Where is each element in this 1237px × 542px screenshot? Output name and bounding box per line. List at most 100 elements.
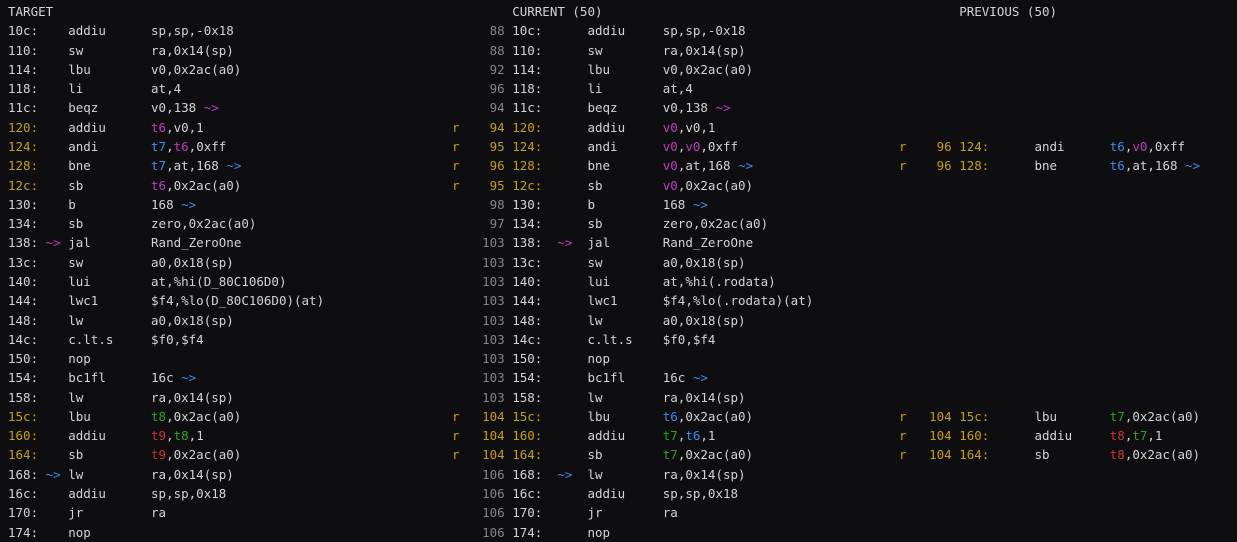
- operand: sp,sp,0x18: [662, 486, 739, 502]
- operand: ,1: [700, 428, 716, 444]
- address: 168:: [512, 466, 543, 482]
- operand: ra: [151, 505, 167, 521]
- asm-line: 170: jr ra: [8, 503, 324, 522]
- pane-header-previous: PREVIOUS (50): [899, 2, 1200, 21]
- operand: ,0x2ac(a0): [677, 447, 754, 463]
- operand: ,: [166, 138, 174, 154]
- operand: 168: [662, 196, 686, 212]
- asm-line: 88 10c: addiu sp,sp,-0x18: [452, 21, 813, 40]
- asm-line: 110: sw ra,0x14(sp): [8, 41, 324, 60]
- reg-changed-marker: [452, 255, 460, 270]
- asm-segment: [542, 81, 587, 96]
- asm-line: 124: andi t7,t6,0xff: [8, 137, 324, 156]
- asm-line-empty: [899, 214, 1200, 233]
- asm-line-empty: [899, 291, 1200, 310]
- reg-changed-marker: [452, 505, 460, 520]
- mnemonic: bc1fl: [68, 370, 152, 386]
- asm-line: r 96 128: bne v0,at,168 ~>: [452, 156, 813, 175]
- asm-segment: [899, 505, 907, 520]
- asm-segment: [38, 23, 68, 38]
- operand: v0,138: [662, 100, 708, 116]
- reg-changed-marker: [452, 274, 460, 289]
- asm-segment: [38, 351, 68, 366]
- asm-line-empty: [899, 98, 1200, 117]
- asm-line: 98 130: b 168 ~>: [452, 195, 813, 214]
- mnemonic: nop: [68, 524, 152, 540]
- operand: t6: [685, 428, 701, 444]
- address: 144:: [512, 293, 543, 309]
- asm-line: 174: nop: [8, 523, 324, 542]
- operand: $f4,%lo(D_80C106D0)(at): [151, 293, 325, 309]
- asm-segment: [174, 197, 182, 212]
- operand: t6: [173, 138, 189, 154]
- mnemonic: nop: [68, 351, 152, 367]
- reg-changed-marker: [452, 467, 460, 482]
- operand: ,1: [1147, 428, 1163, 444]
- address: 168:: [8, 466, 39, 482]
- operand: 168: [151, 196, 174, 212]
- asm-segment: [899, 486, 907, 501]
- operand: v0,0x2ac(a0): [662, 61, 754, 77]
- branch-target-arrow-icon: ~>: [557, 466, 573, 482]
- reg-changed-marker: [452, 23, 460, 38]
- asm-segment: [899, 351, 907, 366]
- line-number: 96: [906, 138, 960, 154]
- address: 13c:: [8, 254, 39, 270]
- address: 138:: [8, 235, 39, 251]
- asm-segment: [899, 216, 907, 231]
- asm-line-empty: [899, 330, 1200, 349]
- mnemonic: sb: [587, 447, 663, 463]
- operand: ,: [1124, 428, 1133, 444]
- address: 10c:: [512, 23, 543, 39]
- mnemonic: lui: [587, 273, 663, 289]
- mnemonic: beqz: [68, 100, 152, 116]
- asm-segment: [542, 158, 587, 173]
- mnemonic: li: [587, 81, 663, 97]
- asm-line: 103 138: ~> jal Rand_ZeroOne: [452, 233, 813, 252]
- operand: at,%hi(.rodata): [662, 273, 776, 289]
- asm-segment: [899, 62, 907, 77]
- asm-line: 11c: beqz v0,138 ~>: [8, 98, 324, 117]
- operand: t6: [151, 177, 167, 193]
- mnemonic: beqz: [587, 100, 663, 116]
- operand: ,v0,1: [677, 119, 716, 135]
- asm-segment: [572, 235, 587, 250]
- asm-line: 12c: sb t6,0x2ac(a0): [8, 176, 324, 195]
- line-number: 103: [459, 235, 513, 251]
- operand: ,0xff: [1147, 138, 1186, 154]
- asm-segment: [542, 139, 587, 154]
- address: 158:: [8, 389, 39, 405]
- line-number: 103: [459, 312, 513, 328]
- asm-segment: [542, 447, 587, 462]
- operand: ,0xff: [700, 138, 739, 154]
- operand: ra,0x14(sp): [151, 389, 234, 405]
- mnemonic: andi: [587, 138, 663, 154]
- line-number: 104: [906, 408, 960, 424]
- operand: t7: [1132, 428, 1148, 444]
- mnemonic: nop: [587, 524, 663, 540]
- mnemonic: sw: [587, 42, 663, 58]
- asm-line: 16c: addiu sp,sp,0x18: [8, 484, 324, 503]
- line-number: 103: [459, 351, 513, 367]
- operand: t6: [662, 408, 678, 424]
- line-number: 103: [459, 331, 513, 347]
- asm-line: r 104 160: addiu t8,t7,1: [899, 426, 1200, 445]
- mnemonic: bne: [587, 158, 663, 174]
- operand: t6: [1109, 158, 1125, 174]
- branch-source-arrow-icon: ~>: [226, 158, 242, 174]
- asm-line-empty: [899, 523, 1200, 542]
- asm-line: 92 114: lbu v0,0x2ac(a0): [452, 60, 813, 79]
- asm-line: r 104 15c: lbu t7,0x2ac(a0): [899, 407, 1200, 426]
- asm-line: 106 174: nop: [452, 523, 813, 542]
- operand: zero,0x2ac(a0): [662, 216, 769, 232]
- asm-segment: [542, 293, 587, 308]
- asm-segment: [899, 332, 907, 347]
- address: 114:: [512, 61, 543, 77]
- asm-line-empty: [899, 233, 1200, 252]
- asm-segment: [38, 43, 68, 58]
- operand: t7: [662, 447, 678, 463]
- asm-segment: [174, 370, 182, 385]
- operand: v0: [1132, 138, 1148, 154]
- operand: ,0x2ac(a0): [166, 177, 242, 193]
- asm-line-empty: [899, 311, 1200, 330]
